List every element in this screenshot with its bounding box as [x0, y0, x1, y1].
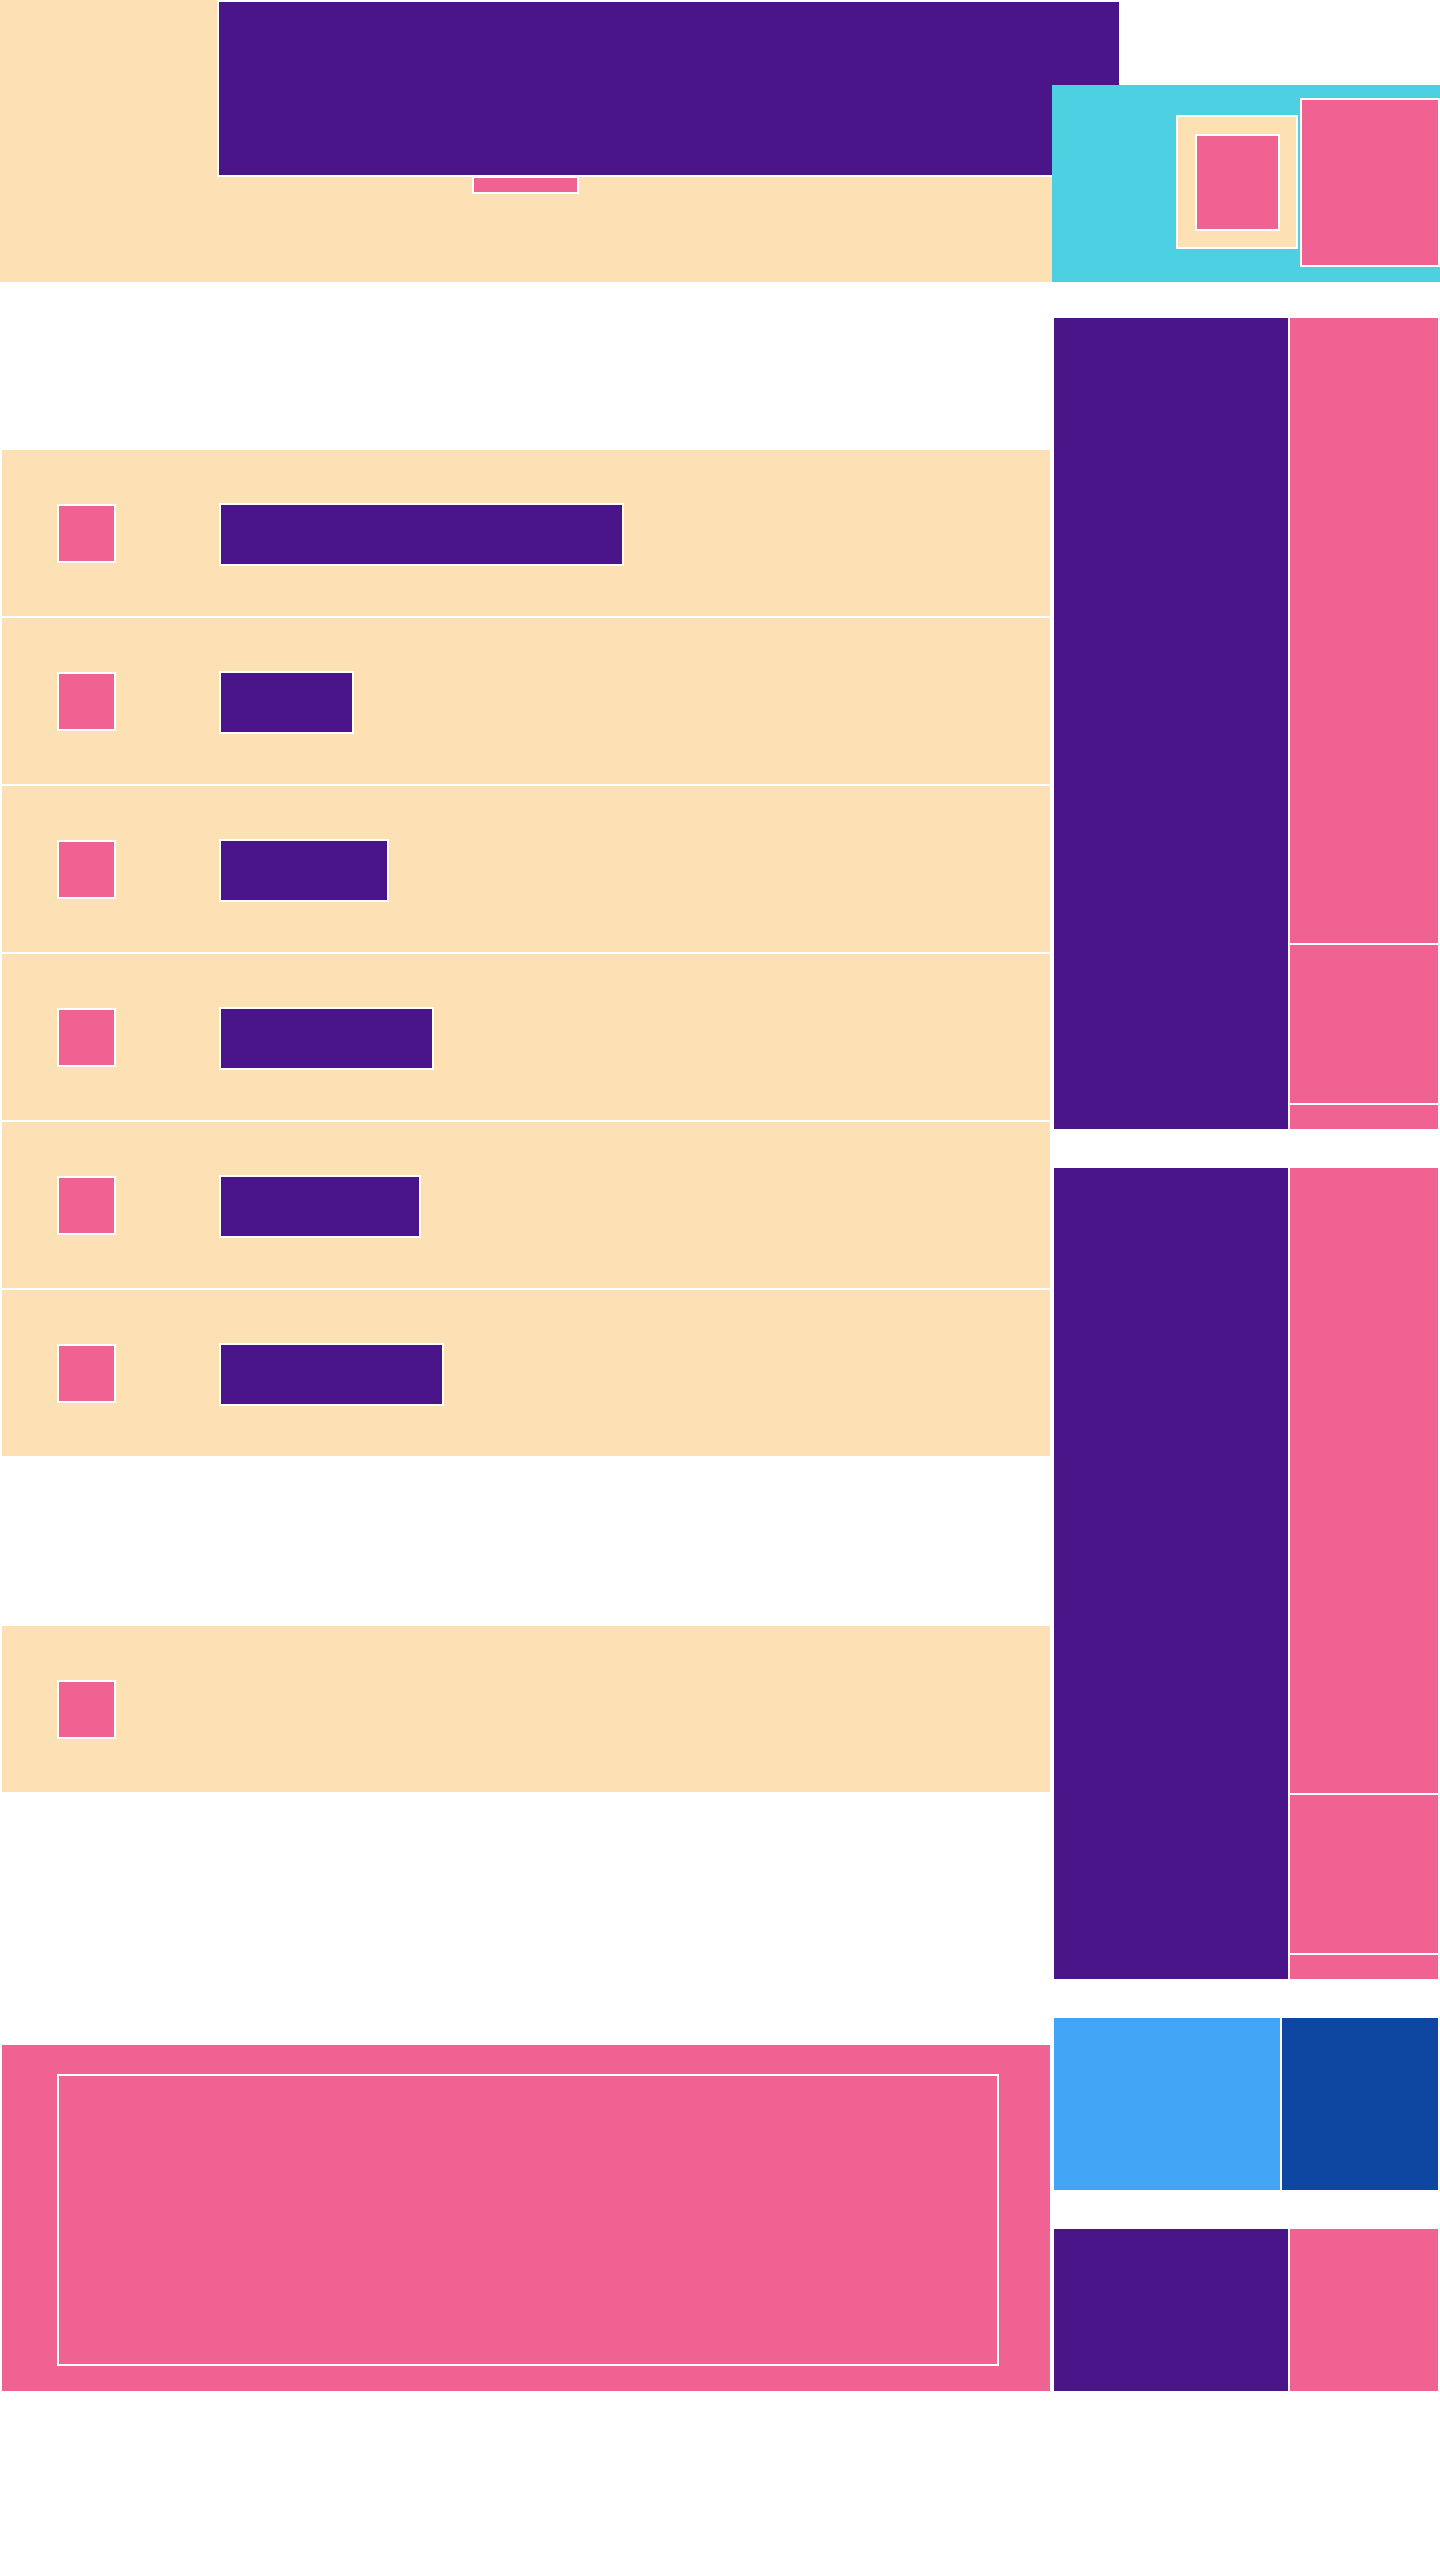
side-panel-2-tertiary[interactable]	[1288, 1953, 1440, 1981]
side-panel-1-tertiary[interactable]	[1288, 1103, 1440, 1131]
list-item-label	[219, 1007, 434, 1070]
list-item-label	[219, 1343, 444, 1406]
checkbox-icon[interactable]	[57, 1680, 116, 1739]
checkbox-icon[interactable]	[57, 672, 116, 731]
checkbox-icon[interactable]	[57, 504, 116, 563]
right-action-button[interactable]	[1280, 2016, 1440, 2192]
menu-panel[interactable]	[1300, 98, 1440, 267]
tab-indicator[interactable]	[472, 176, 579, 194]
list-item[interactable]	[0, 448, 1052, 618]
side-panel-1-nav[interactable]	[1052, 316, 1290, 1131]
footer-card	[0, 2043, 1052, 2393]
side-panel-2-nav[interactable]	[1052, 1166, 1290, 1981]
list-item-label	[219, 503, 624, 566]
checkbox-icon[interactable]	[1195, 134, 1280, 231]
list-item-label	[219, 671, 354, 734]
menu-panel-label	[1302, 100, 1438, 265]
side-panel-1-main[interactable]	[1288, 316, 1440, 945]
list-item[interactable]	[0, 1120, 1052, 1290]
list-item-label	[219, 1175, 421, 1238]
list-item-label	[219, 1679, 220, 1680]
tab-indicator-label	[474, 178, 577, 192]
list-item[interactable]	[0, 1288, 1052, 1458]
list-item[interactable]	[0, 1624, 1052, 1794]
list-item[interactable]	[0, 784, 1052, 954]
header-title-bar	[217, 0, 1121, 177]
side-panel-1-secondary[interactable]	[1288, 943, 1440, 1105]
checkbox-icon[interactable]	[57, 840, 116, 899]
bottom-panel-left[interactable]	[1052, 2227, 1290, 2393]
checkbox-icon[interactable]	[57, 1176, 116, 1235]
left-action-button[interactable]	[1052, 2016, 1282, 2192]
checkbox-icon[interactable]	[57, 1008, 116, 1067]
side-panel-2-main[interactable]	[1288, 1166, 1440, 1795]
list-item[interactable]	[0, 952, 1052, 1122]
list-item-label	[219, 839, 389, 902]
bottom-panel-right[interactable]	[1288, 2227, 1440, 2393]
side-panel-2-secondary[interactable]	[1288, 1793, 1440, 1955]
header-title-text	[219, 2, 1119, 175]
footer-card-content[interactable]	[57, 2074, 999, 2366]
list-item[interactable]	[0, 616, 1052, 786]
checkbox-icon[interactable]	[57, 1344, 116, 1403]
